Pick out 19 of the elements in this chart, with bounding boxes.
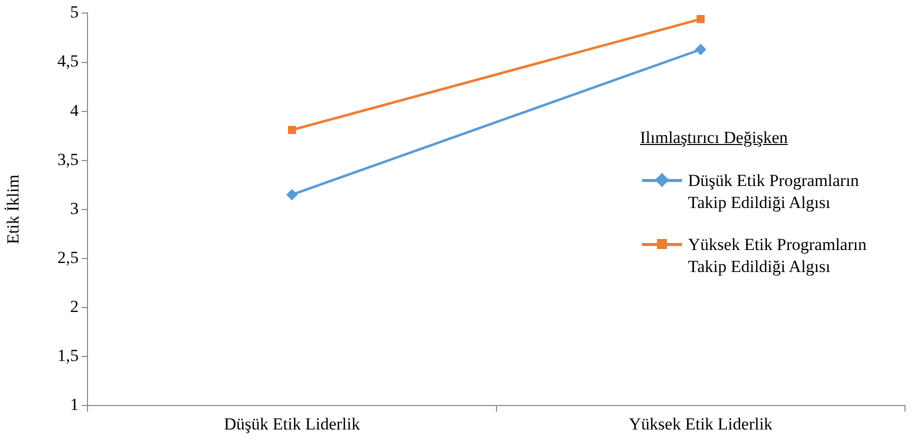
- x-tick-label: Düşük Etik Liderlik: [224, 414, 360, 434]
- legend-title: Ilımlaştırıcı Değişken: [640, 128, 789, 148]
- point: [696, 15, 705, 24]
- legend-label: Yüksek Etik Programların Takip Edildiği Algısı: [688, 234, 868, 278]
- y-tick-label: 2: [70, 296, 79, 316]
- y-axis-title: Etik İklim: [4, 174, 23, 244]
- y-tick-label: 4: [70, 100, 80, 120]
- y-tick-label: 4,5: [57, 52, 79, 71]
- point: [695, 44, 706, 55]
- legend-label: Düşük Etik Programların Takip Edildiği Algısı: [688, 170, 860, 214]
- point: [286, 189, 298, 200]
- y-tick-label: 1: [70, 395, 79, 414]
- y-tick-label: 5: [70, 2, 79, 22]
- y-tick-label: 2,5: [57, 248, 79, 267]
- point: [288, 126, 296, 134]
- y-tick-label: 3: [70, 198, 79, 218]
- y-tick-label: 3,5: [57, 150, 79, 169]
- x-tick-label: Yüksek Etik Liderlik: [628, 414, 773, 434]
- y-tick-label: 1,5: [57, 346, 79, 366]
